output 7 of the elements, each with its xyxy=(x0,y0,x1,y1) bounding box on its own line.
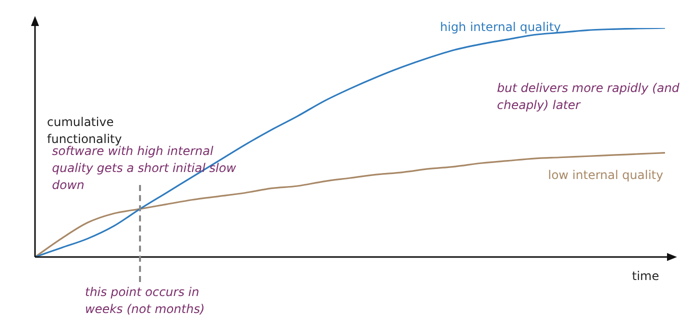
series-label: low internal quality xyxy=(548,167,664,184)
series-label: high internal quality xyxy=(440,19,561,36)
annotation: software with high internal quality gets a short initial slow down xyxy=(52,144,238,194)
x-axis-title: time xyxy=(632,268,660,285)
y-axis-title: cumulative functionality xyxy=(47,114,122,146)
annotation: but delivers more rapidly (and cheaply) later xyxy=(497,80,680,114)
text: this point occurs in weeks (not months) xyxy=(85,284,206,318)
